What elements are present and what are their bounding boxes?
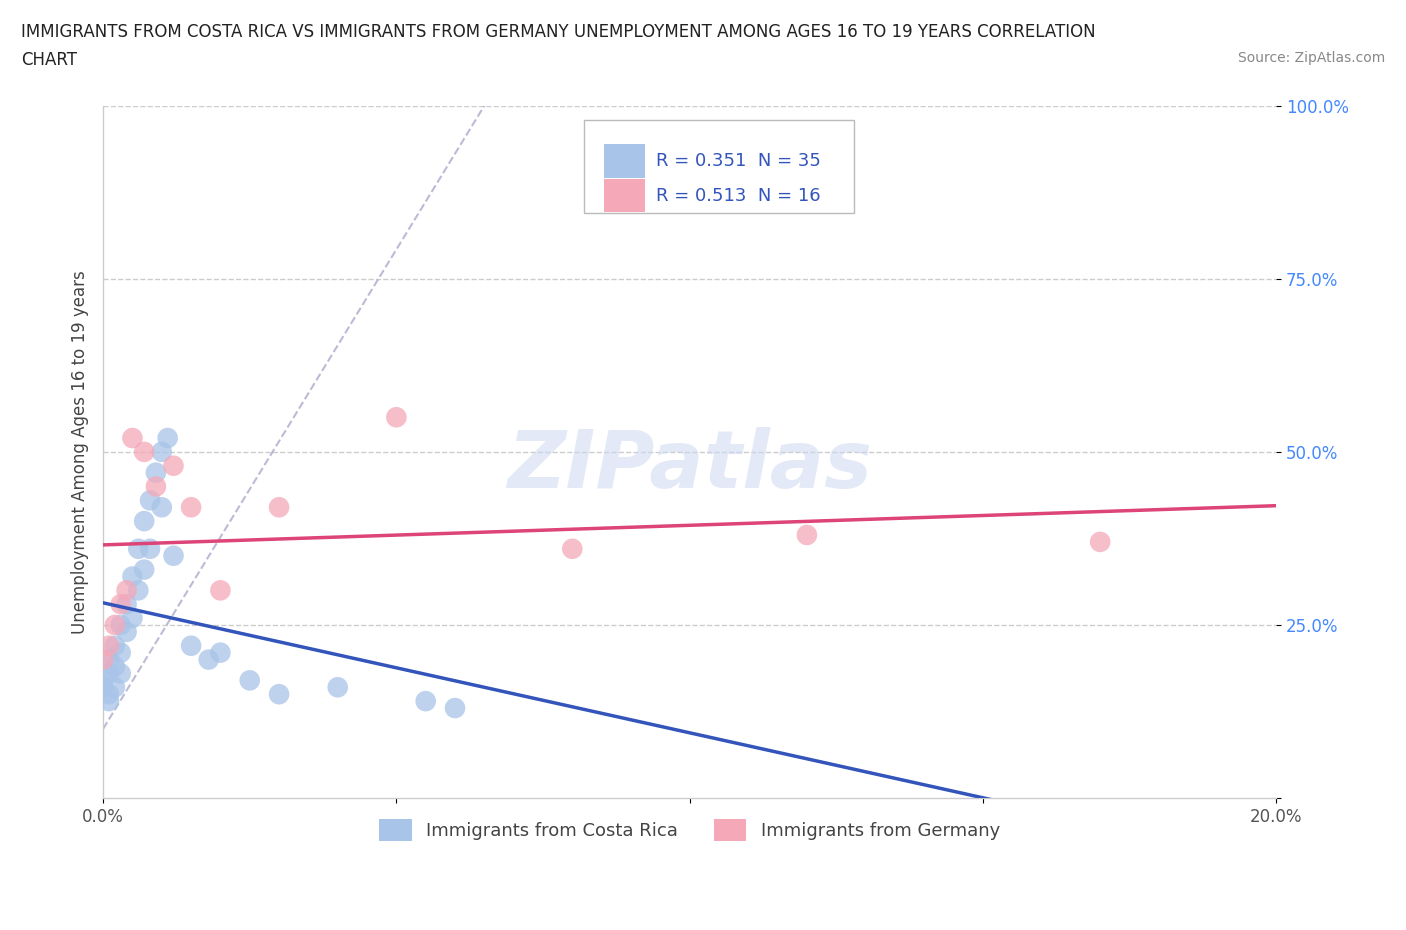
Point (104, 638, 127, 653)
Point (115, 583, 138, 598)
Point (115, 597, 138, 612)
Text: IMMIGRANTS FROM COSTA RICA VS IMMIGRANTS FROM GERMANY UNEMPLOYMENT AMONG AGES 16: IMMIGRANTS FROM COSTA RICA VS IMMIGRANTS… (21, 23, 1095, 41)
Text: R = 0.351  N = 35: R = 0.351 N = 35 (655, 153, 821, 170)
Point (1088, 535, 1111, 550)
Point (415, 694, 437, 709)
Text: CHART: CHART (21, 51, 77, 69)
Point (98, 694, 121, 709)
Point (104, 618, 127, 632)
Point (134, 562, 156, 577)
Point (98, 652, 121, 667)
Point (121, 431, 143, 445)
Point (98, 686, 121, 701)
Point (121, 611, 143, 626)
Point (209, 583, 232, 598)
FancyBboxPatch shape (605, 179, 645, 212)
Point (162, 458, 184, 473)
Text: ZIPatlas: ZIPatlas (508, 427, 872, 505)
Point (134, 513, 156, 528)
Point (180, 638, 202, 653)
Point (561, 541, 583, 556)
Point (104, 659, 127, 674)
Point (139, 541, 162, 556)
Point (385, 410, 408, 425)
Point (209, 645, 232, 660)
Point (98, 666, 121, 681)
Point (150, 445, 173, 459)
Point (145, 465, 167, 480)
Point (326, 680, 349, 695)
Point (98, 638, 121, 653)
Point (127, 541, 149, 556)
Point (134, 445, 156, 459)
Point (162, 549, 184, 564)
Point (91, 680, 114, 695)
Y-axis label: Unemployment Among Ages 16 to 19 years: Unemployment Among Ages 16 to 19 years (72, 270, 89, 633)
Point (156, 431, 179, 445)
Text: R = 0.513  N = 16: R = 0.513 N = 16 (655, 187, 820, 205)
Point (104, 680, 127, 695)
Point (267, 499, 290, 514)
Point (110, 645, 132, 660)
Point (115, 624, 138, 639)
Point (121, 569, 143, 584)
Point (197, 652, 219, 667)
Point (91, 652, 114, 667)
Point (180, 499, 202, 514)
Point (145, 479, 167, 494)
Point (444, 700, 467, 715)
Point (110, 618, 132, 632)
Legend: Immigrants from Costa Rica, Immigrants from Germany: Immigrants from Costa Rica, Immigrants f… (371, 811, 1007, 848)
Point (91, 673, 114, 688)
Point (110, 597, 132, 612)
FancyBboxPatch shape (583, 120, 853, 213)
Point (150, 499, 173, 514)
Point (110, 666, 132, 681)
Point (267, 686, 290, 701)
Text: Source: ZipAtlas.com: Source: ZipAtlas.com (1237, 51, 1385, 65)
Point (796, 527, 818, 542)
Point (139, 493, 162, 508)
FancyBboxPatch shape (605, 144, 645, 178)
Point (239, 673, 262, 688)
Point (127, 583, 149, 598)
